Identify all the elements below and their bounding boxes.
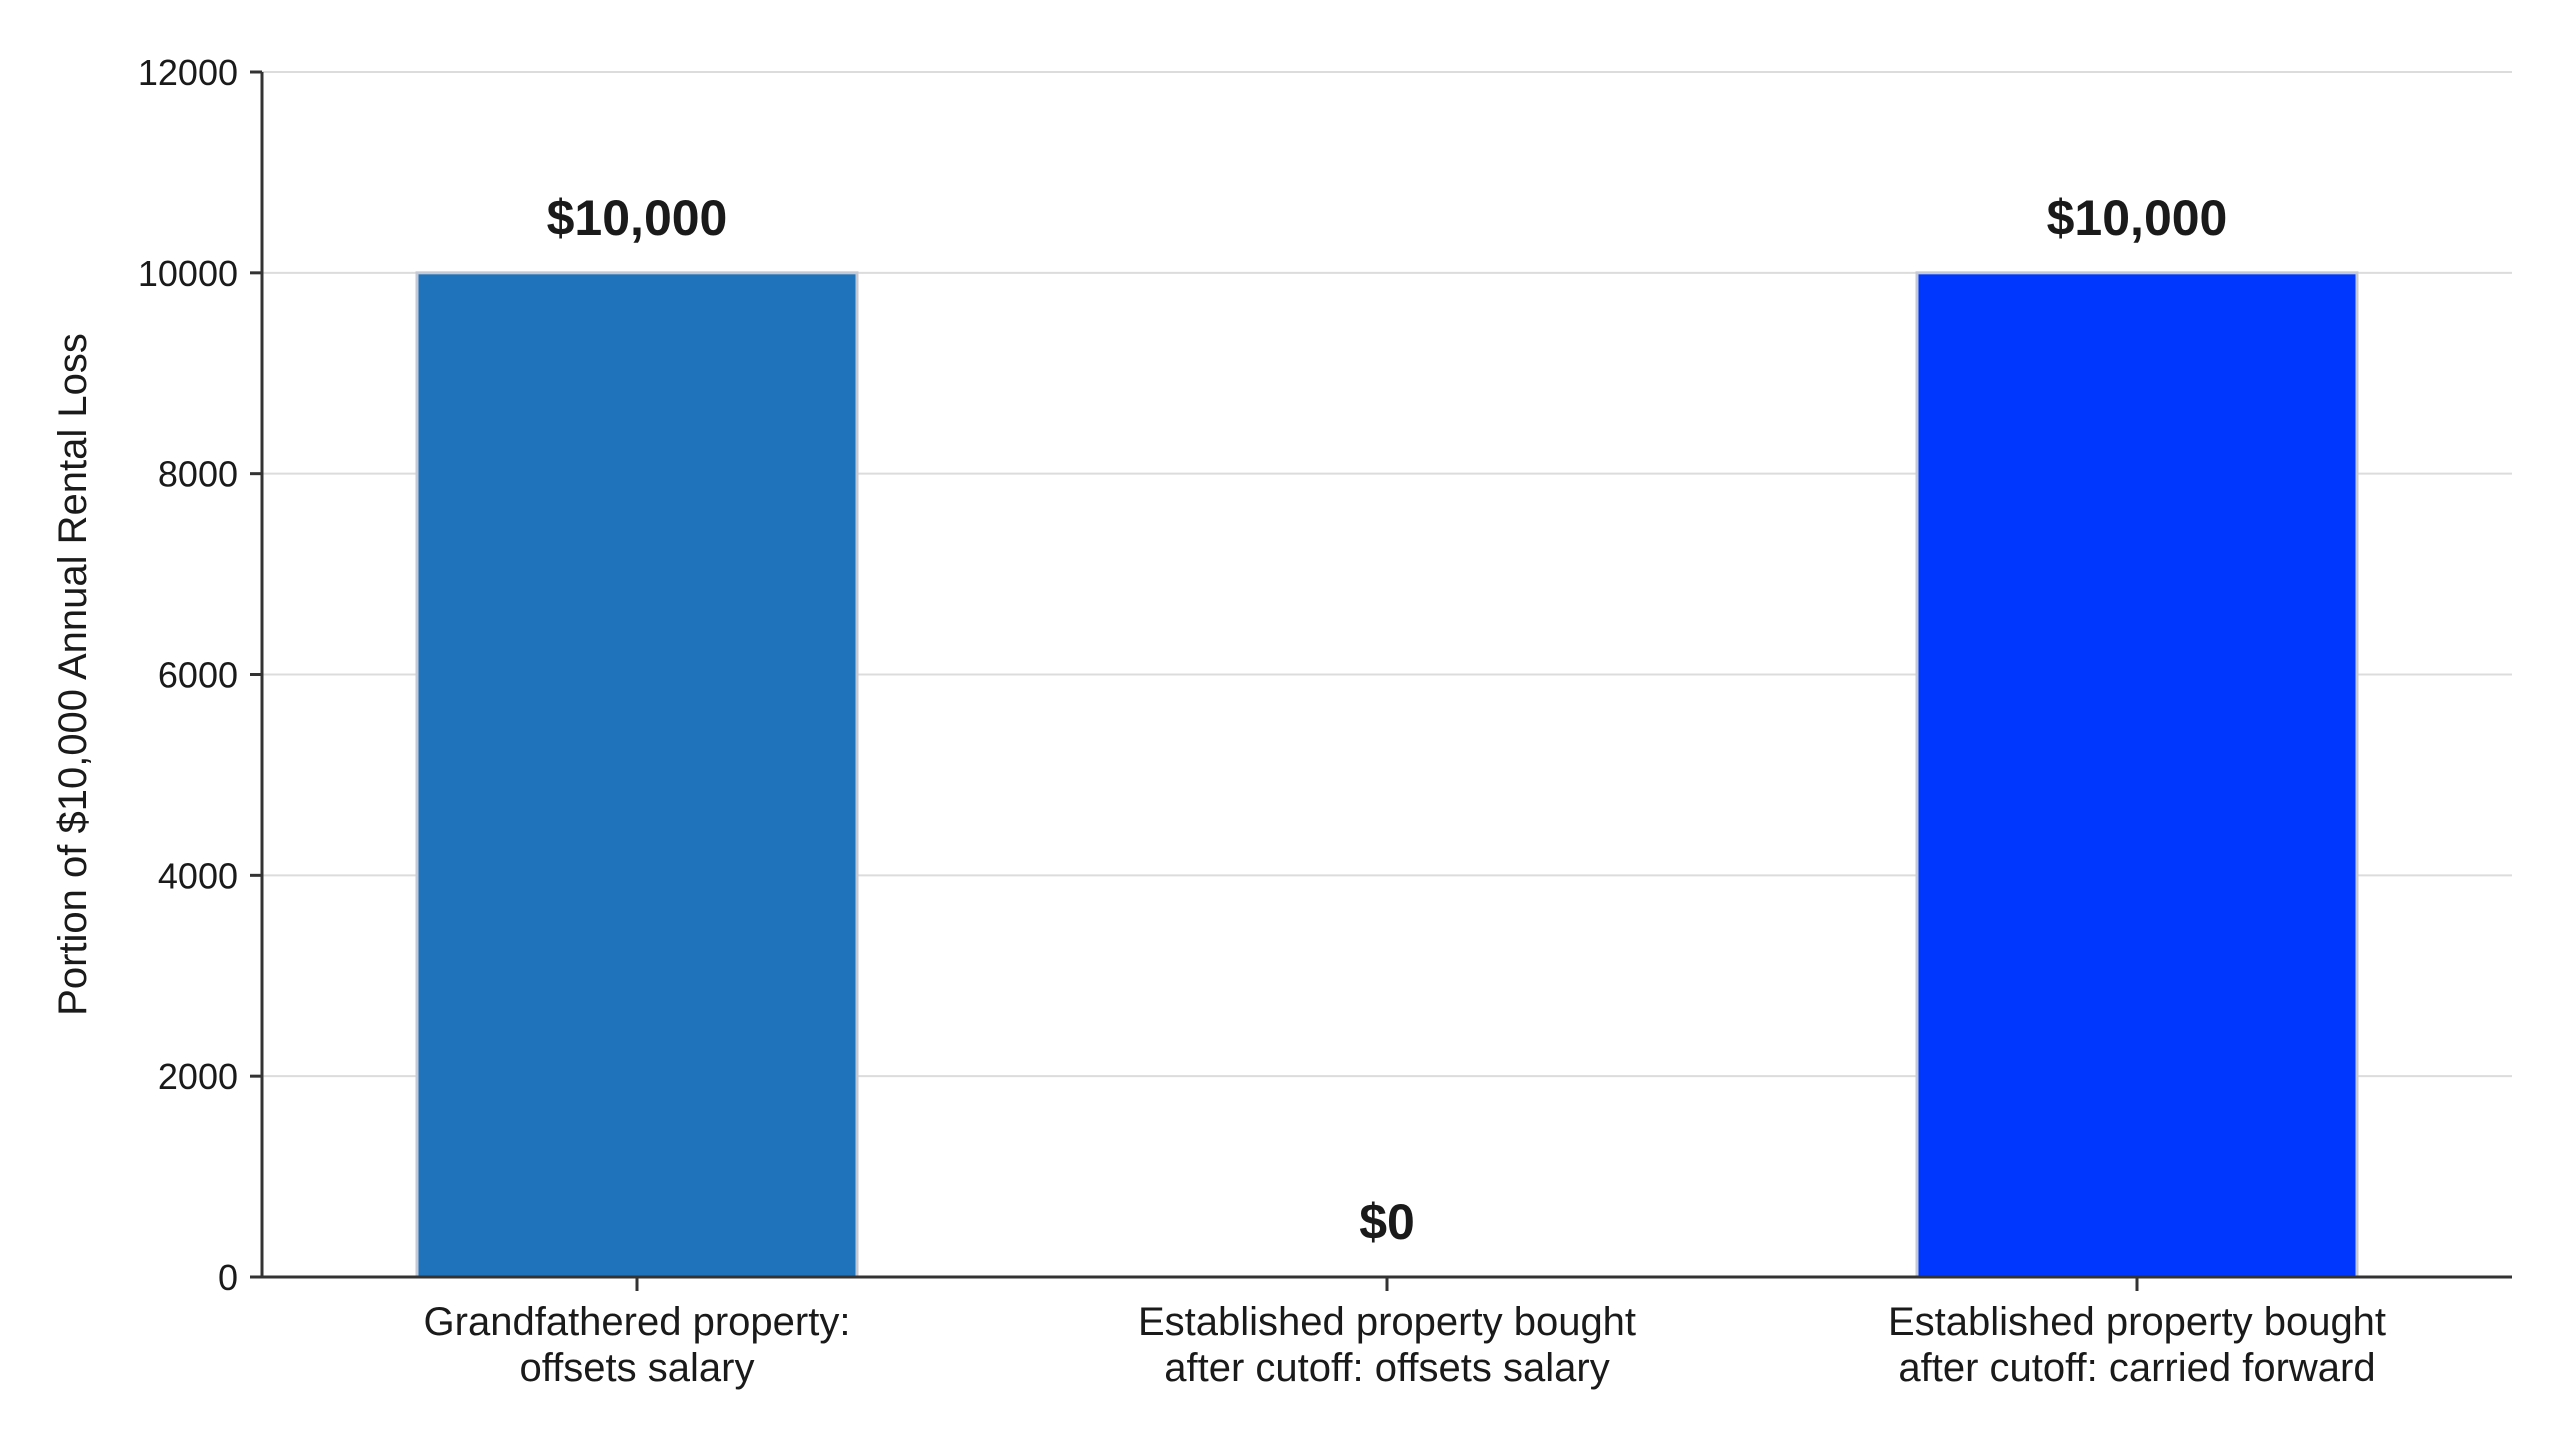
x-tick-label: Established property bought after cutoff:… (1888, 1300, 2386, 1390)
bar (1915, 271, 2359, 1279)
x-tick-label-line: Grandfathered property: (424, 1300, 851, 1344)
bars (415, 271, 2359, 1279)
x-tick-label-line: offsets salary (520, 1346, 755, 1390)
x-tick-label-line: Established property bought (1138, 1300, 1636, 1344)
x-tick-label-line: after cutoff: carried forward (1898, 1346, 2375, 1390)
y-tick-label: 0 (218, 1257, 238, 1298)
x-tick-label-line: Established property bought (1888, 1300, 2386, 1344)
y-axis-title: Portion of $10,000 Annual Rental Loss (51, 333, 95, 1016)
y-tick-label: 6000 (158, 655, 238, 696)
y-tick-label: 2000 (158, 1056, 238, 1097)
x-tick-label-line: after cutoff: offsets salary (1164, 1346, 1609, 1390)
labels: 0 2000 4000 6000 8000 10000 12000 $10,000 Grandf… (138, 52, 2386, 1390)
y-tick-label: 10000 (138, 253, 238, 294)
bar-value-label: $10,000 (2047, 190, 2228, 246)
bar (415, 271, 859, 1279)
bar-value-label: $0 (1359, 1194, 1415, 1250)
x-tick-label: Grandfathered property: offsets salary (424, 1300, 851, 1390)
y-tick-label: 4000 (158, 855, 238, 896)
bar-value-label: $10,000 (547, 190, 728, 246)
y-tick-label: 12000 (138, 52, 238, 93)
y-tick-label: 8000 (158, 454, 238, 495)
axes (250, 70, 2512, 1291)
x-tick-label: Established property bought after cutoff:… (1138, 1300, 1636, 1390)
